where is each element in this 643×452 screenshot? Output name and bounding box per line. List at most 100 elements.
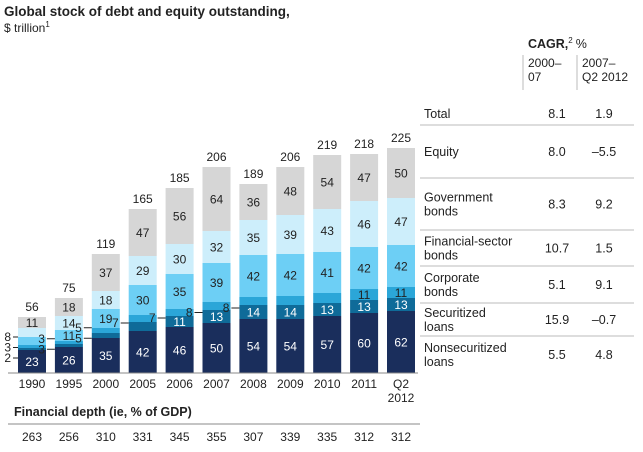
label-nonsec-2: 35 (99, 349, 113, 363)
bar-nonsec-6 (239, 319, 268, 373)
bar-corp-6 (239, 297, 268, 305)
bar-equity-2 (91, 254, 120, 291)
bar-fin-2 (91, 309, 120, 328)
bar-sec-4 (165, 316, 194, 327)
label-fin-4: 35 (173, 285, 187, 299)
label-equity-3: 47 (136, 226, 150, 240)
legend-name-fin-0: Financial-sector (424, 235, 512, 249)
total-label-8: 219 (317, 138, 337, 152)
financial-depth-value-0: 263 (22, 430, 42, 444)
label-nonsec-4: 46 (173, 344, 187, 358)
financial-depth-value-4: 345 (170, 430, 190, 444)
bar-equity-10 (387, 148, 415, 198)
legend-name-nonsec-0: Nonsecuritized (424, 341, 507, 355)
total-label-4: 185 (170, 171, 190, 185)
total-label-7: 206 (280, 150, 300, 164)
label-corp-9: 11 (358, 288, 371, 302)
financial-depth-value-5: 355 (206, 430, 226, 444)
cagr-2000-07-gov: 8.3 (548, 198, 565, 212)
bar-sec-7 (276, 305, 305, 319)
bar-nonsec-9 (350, 313, 379, 373)
bar-equity-9 (350, 154, 379, 201)
label-fin-5: 39 (210, 276, 224, 290)
bar-corp-5 (202, 302, 231, 310)
bar-corp-4 (165, 309, 194, 316)
cagr-2000-07-corp: 5.1 (548, 278, 565, 292)
label-sec-8: 13 (321, 303, 335, 317)
label-fin-1: 11 (63, 329, 76, 343)
label-sec-5: 13 (210, 310, 224, 324)
x-tick-9: 2011 (351, 377, 377, 391)
label-equity-4: 56 (173, 210, 187, 224)
outside-label-1-0: 3 (38, 332, 45, 346)
label-nonsec-8: 57 (321, 338, 335, 352)
label-corp-10: 11 (395, 286, 408, 300)
legend-name-fin-1: bonds (424, 249, 458, 263)
total-label-6: 189 (243, 167, 263, 181)
cagr-2007-2012-fin: 1.5 (595, 242, 612, 256)
chart-title: Global stock of debt and equity outstand… (4, 4, 290, 19)
label-equity-7: 48 (284, 185, 298, 199)
x-tick-2: 2000 (92, 377, 119, 391)
label-fin-7: 42 (284, 269, 298, 283)
bar-fin-9 (350, 247, 379, 289)
total-label-10: 225 (391, 131, 411, 145)
label-nonsec-6: 54 (247, 340, 261, 354)
bar-nonsec-0 (18, 350, 46, 373)
outside-label-0-2: 2 (4, 351, 11, 365)
label-sec-6: 14 (247, 306, 261, 320)
x-axis-layer: 1990 1995 2000 2005 2006 2007 2008 2009 2010 2011… (8, 372, 418, 405)
cagr-2000-07-equity: 8.0 (548, 145, 565, 159)
bar-nonsec-5 (202, 323, 231, 373)
total-label-0: 56 (25, 300, 39, 314)
outside-label-2-0: 5 (75, 321, 82, 335)
label-nonsec-7: 54 (284, 340, 298, 354)
x-tick-1: 1995 (56, 377, 83, 391)
bar-fin-8 (313, 252, 342, 293)
label-sec-10: 13 (394, 298, 408, 312)
bar-sec-8 (313, 303, 342, 316)
financial-depth-value-8: 335 (317, 430, 337, 444)
financial-depth-value-6: 307 (243, 430, 263, 444)
bar-gov-3 (128, 256, 157, 285)
cagr-col2-line2: Q2 2012 (582, 70, 628, 84)
bar-gov-5 (202, 231, 231, 263)
label-gov-10: 47 (394, 215, 408, 229)
bar-equity-0 (18, 317, 46, 328)
legend-name-corp-1: bonds (424, 285, 458, 299)
bar-nonsec-10 (387, 311, 415, 373)
legend-name-corp-0: Corporate (424, 271, 480, 285)
outside-label-4-0: 7 (149, 311, 156, 325)
outside-label-0-1: 3 (4, 341, 11, 355)
label-nonsec-9: 60 (357, 337, 371, 351)
bar-fin-10 (387, 245, 415, 287)
bar-gov-2 (91, 291, 120, 309)
label-nonsec-3: 42 (136, 346, 150, 360)
bar-sec-1 (54, 344, 83, 347)
bar-sec-10 (387, 298, 415, 311)
label-gov-7: 39 (284, 228, 298, 242)
bar-corp-8 (313, 293, 342, 303)
label-sec-9: 13 (357, 300, 371, 314)
total-label-3: 165 (133, 192, 153, 206)
bar-nonsec-3 (128, 331, 157, 373)
label-equity-1: 18 (62, 301, 76, 315)
label-gov-2: 18 (99, 294, 113, 308)
bar-fin-5 (202, 263, 231, 302)
cagr-2000-07-sec: 15.9 (545, 313, 569, 327)
bar-nonsec-2 (91, 338, 120, 373)
label-equity-9: 47 (357, 171, 371, 185)
x-tick-7: 2009 (277, 377, 304, 391)
financial-depth-value-7: 339 (280, 430, 300, 444)
unit-label: $ trillion (4, 21, 45, 35)
label-sec-7: 14 (284, 306, 298, 320)
svg-text:$ trillion1: $ trillion1 (4, 20, 50, 35)
bar-corp-1 (54, 341, 83, 344)
svg-text:CAGR,2%: CAGR,2% (528, 36, 587, 51)
label-fin-8: 41 (321, 266, 335, 280)
bar-sec-5 (202, 310, 231, 323)
bar-equity-5 (202, 167, 231, 231)
cagr-2007-2012-gov: 9.2 (595, 198, 612, 212)
bar-gov-9 (350, 201, 379, 247)
